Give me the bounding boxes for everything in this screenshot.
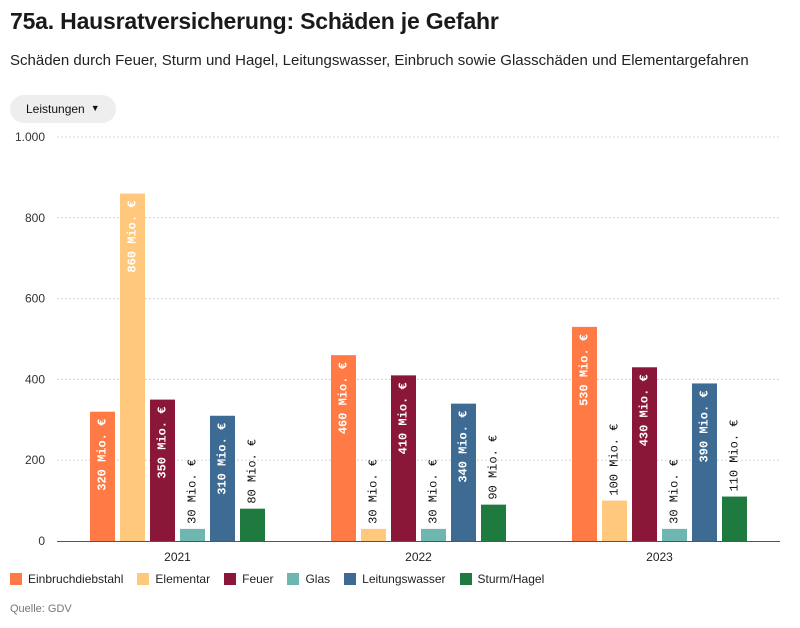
bar-chart: 0 200 400 600 800 1.000 320 Mio. € 860 Mio. € 35…: [15, 130, 780, 564]
y-tick-label: 600: [25, 292, 45, 306]
legend: Einbruchdiebstahl Elementar Feuer Glas Leitu…: [10, 572, 558, 586]
y-tick-label: 0: [38, 534, 45, 548]
legend-item: Glas: [287, 572, 330, 586]
data-label: 30 Mio. €: [367, 459, 381, 524]
data-label: 100 Mio. €: [608, 424, 622, 496]
legend-label: Sturm/Hagel: [477, 572, 545, 586]
bar: [632, 367, 657, 541]
bar: [602, 500, 627, 541]
bar: [120, 193, 145, 541]
bar: [210, 415, 235, 541]
legend-swatch: [459, 573, 472, 585]
data-label: 90 Mio. €: [487, 435, 501, 500]
data-label: 110 Mio. €: [728, 420, 742, 492]
bar: [662, 528, 687, 541]
data-label: 410 Mio. €: [397, 382, 411, 454]
y-tick-label: 200: [25, 453, 45, 467]
bar: [421, 528, 446, 541]
bar: [572, 326, 597, 541]
bar: [240, 508, 265, 541]
data-label: 310 Mio. €: [216, 423, 230, 495]
data-label: 30 Mio. €: [668, 459, 682, 524]
legend-swatch: [10, 573, 22, 585]
bar: [331, 355, 356, 541]
bar: [150, 399, 175, 541]
data-label: 390 Mio. €: [698, 390, 712, 462]
legend-label: Glas: [305, 572, 331, 586]
x-tick-label: 2022: [405, 550, 432, 564]
legend-item: Leitungswasser: [344, 572, 446, 586]
legend-item: Feuer: [224, 572, 273, 586]
data-label: 320 Mio. €: [96, 419, 110, 491]
x-tick-label: 2023: [646, 550, 673, 564]
chart-title: 75a. Hausratversicherung: Schäden je Gef…: [10, 8, 499, 34]
legend-item: Sturm/Hagel: [459, 572, 545, 586]
bar: [90, 411, 115, 541]
data-label: 30 Mio. €: [186, 459, 200, 524]
bar: [361, 528, 386, 541]
y-tick-label: 1.000: [15, 130, 45, 144]
data-label: 860 Mio. €: [126, 201, 140, 273]
data-label: 460 Mio. €: [337, 362, 351, 434]
legend-label: Einbruchdiebstahl: [28, 572, 124, 586]
y-tick-label: 800: [25, 211, 45, 225]
bar: [451, 403, 476, 541]
legend-label: Elementar: [155, 572, 211, 586]
metric-dropdown[interactable]: Leistungen ▼: [10, 95, 116, 123]
legend-item: Einbruchdiebstahl: [10, 572, 123, 586]
bar: [722, 496, 747, 541]
data-label: 530 Mio. €: [578, 334, 592, 406]
chevron-down-icon: ▼: [90, 103, 100, 113]
legend-swatch: [344, 573, 357, 585]
x-tick-label: 2021: [164, 550, 191, 564]
bar: [180, 528, 205, 541]
legend-label: Feuer: [242, 572, 274, 586]
source-note: Quelle: GDV: [10, 603, 72, 615]
legend-swatch: [287, 573, 300, 585]
chart-subtitle: Schäden durch Feuer, Sturm und Hagel, Le…: [10, 52, 749, 69]
data-label: 350 Mio. €: [156, 407, 170, 479]
legend-label: Leitungswasser: [362, 572, 446, 586]
legend-swatch: [224, 573, 237, 585]
bar: [481, 504, 506, 541]
dropdown-label: Leistungen: [26, 102, 85, 116]
bar: [692, 383, 717, 541]
legend-item: Elementar: [137, 572, 210, 586]
data-label: 30 Mio. €: [427, 459, 441, 524]
data-label: 340 Mio. €: [457, 411, 471, 483]
y-tick-label: 400: [25, 372, 45, 386]
bar: [391, 375, 416, 541]
data-label: 430 Mio. €: [638, 374, 652, 446]
legend-swatch: [137, 573, 150, 585]
data-label: 80 Mio. €: [246, 439, 260, 504]
